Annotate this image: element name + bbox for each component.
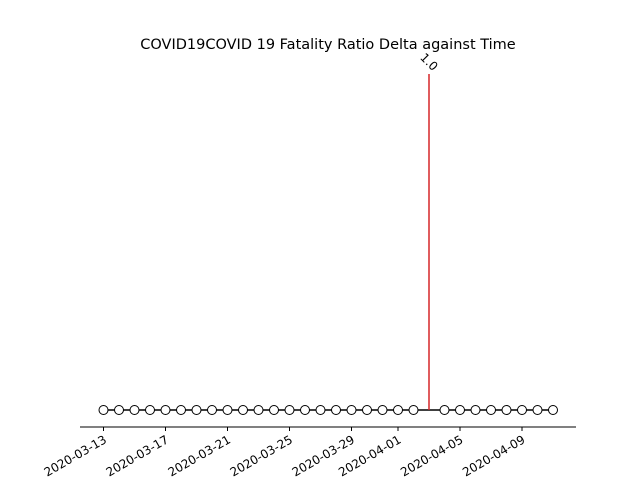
data-point bbox=[253, 405, 264, 415]
data-point bbox=[486, 405, 496, 415]
data-point bbox=[129, 405, 140, 415]
data-point bbox=[315, 405, 326, 415]
data-point bbox=[393, 405, 403, 415]
data-point bbox=[439, 405, 450, 415]
data-point bbox=[548, 405, 558, 415]
data-point bbox=[377, 405, 388, 415]
data-point bbox=[501, 405, 512, 415]
data-point bbox=[98, 405, 109, 415]
data-point bbox=[470, 405, 481, 415]
data-point bbox=[346, 405, 357, 415]
data-point bbox=[408, 405, 419, 415]
data-point bbox=[191, 405, 202, 415]
data-point bbox=[222, 405, 233, 415]
data-point bbox=[145, 405, 155, 415]
chart-title: COVID19COVID 19 Fatality Ratio Delta aga… bbox=[140, 37, 516, 53]
data-point bbox=[331, 405, 341, 415]
data-point bbox=[455, 405, 465, 415]
data-point bbox=[300, 405, 310, 415]
data-point bbox=[517, 405, 527, 415]
data-point bbox=[160, 405, 171, 415]
data-point bbox=[207, 405, 217, 415]
data-point bbox=[114, 405, 124, 415]
data-point bbox=[176, 405, 186, 415]
data-point bbox=[269, 405, 279, 415]
data-point bbox=[362, 405, 372, 415]
data-point bbox=[238, 405, 248, 415]
data-point bbox=[532, 405, 543, 415]
data-point bbox=[284, 405, 295, 415]
plot-area: 1.0 bbox=[98, 50, 558, 415]
